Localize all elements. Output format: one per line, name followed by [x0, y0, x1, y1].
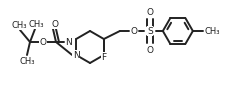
- Text: O: O: [40, 38, 46, 47]
- Text: N: N: [73, 50, 79, 59]
- Text: CH₃: CH₃: [28, 20, 44, 29]
- Text: N: N: [66, 38, 72, 47]
- Text: O: O: [130, 26, 137, 35]
- Text: O: O: [146, 46, 153, 55]
- Text: O: O: [52, 20, 58, 29]
- Text: O: O: [146, 7, 153, 16]
- Text: S: S: [147, 26, 153, 35]
- Text: F: F: [101, 52, 106, 61]
- Text: CH₃: CH₃: [11, 21, 27, 30]
- Text: CH₃: CH₃: [204, 26, 220, 35]
- Text: CH₃: CH₃: [19, 57, 35, 66]
